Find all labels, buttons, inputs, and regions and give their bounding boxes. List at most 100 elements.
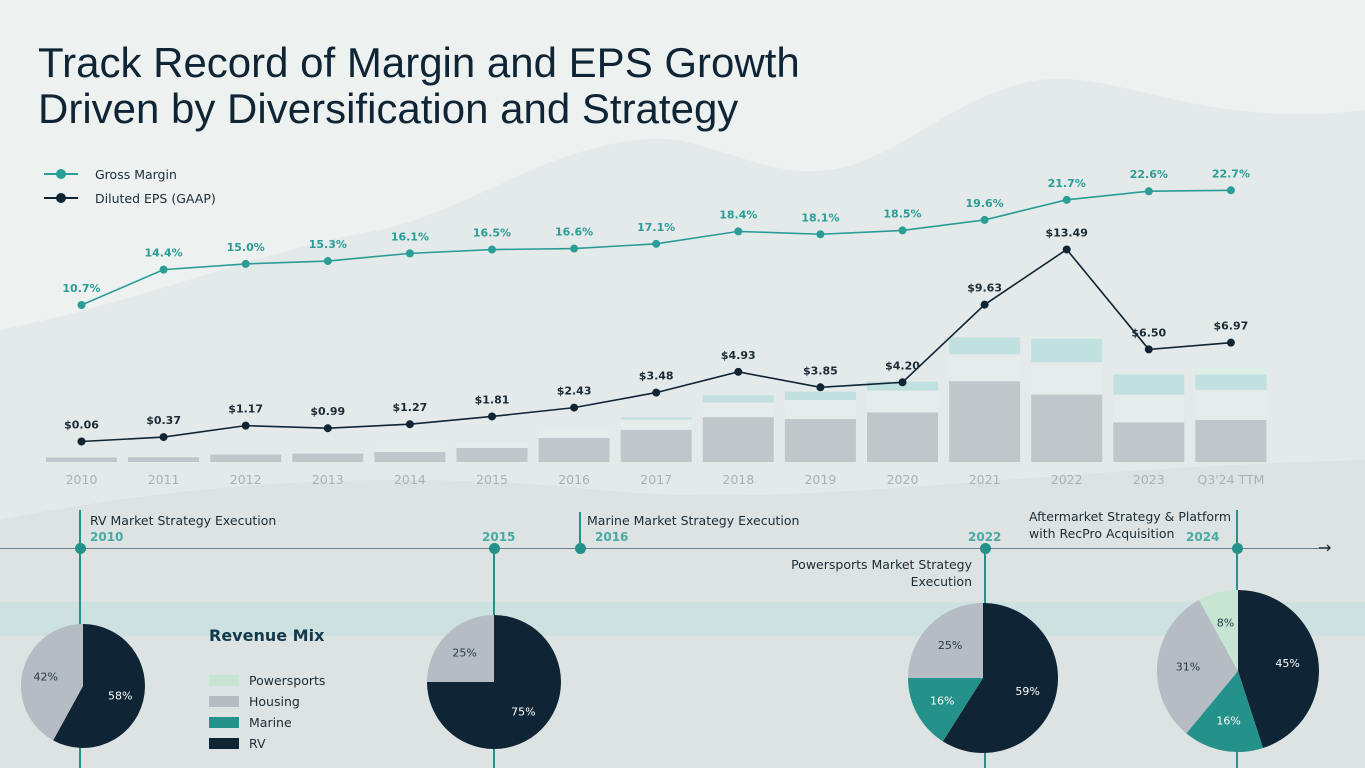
- background-bar-housing: [292, 450, 364, 454]
- timeline-event-label-line: Execution: [910, 574, 972, 589]
- background-bar-housing: [1195, 389, 1267, 420]
- title-line-2: Driven by Diversification and Strategy: [38, 85, 739, 132]
- x-tick-label: 2011: [148, 472, 180, 487]
- timeline-marker: [574, 542, 586, 554]
- pie-slice-label: 25%: [452, 647, 476, 660]
- mix-legend-rv: RV: [209, 733, 325, 754]
- eps-label: $9.63: [967, 282, 1002, 295]
- gross-margin-point: [77, 301, 86, 309]
- mix-legend-housing: Housing: [209, 691, 325, 712]
- chart-legend: Gross Margin Diluted EPS (GAAP): [44, 162, 216, 210]
- marine-swatch: [209, 717, 239, 728]
- x-tick-label: 2012: [230, 472, 262, 487]
- gross-margin-point: [488, 245, 496, 254]
- background-bar-rv: [784, 419, 856, 462]
- x-tick-label: 2010: [66, 472, 98, 487]
- pie-slice-label: 25%: [938, 639, 962, 652]
- background-bar-rv: [374, 451, 446, 462]
- gross-margin-label: 15.0%: [227, 241, 265, 254]
- timeline-event-label-line: Aftermarket Strategy & Platform: [1029, 509, 1232, 524]
- timeline-event-label-line: Powersports Market Strategy: [791, 557, 972, 572]
- gross-margin-label: 21.7%: [1048, 177, 1086, 190]
- gross-margin-label: 17.1%: [637, 221, 675, 234]
- pie-slice-label: 59%: [1015, 685, 1039, 698]
- x-tick-label: 2020: [887, 472, 919, 487]
- pie-slice-rv: [1238, 590, 1319, 749]
- eps-label: $13.49: [1045, 226, 1087, 239]
- pie-slice-label: 42%: [34, 670, 58, 683]
- gross-margin-point: [1144, 187, 1153, 196]
- gross-margin-label: 22.7%: [1212, 167, 1250, 180]
- background-bar-rv: [538, 438, 610, 462]
- x-tick-label: 2018: [722, 472, 754, 487]
- x-tick-label: 2021: [969, 472, 1001, 487]
- gross-margin-point: [159, 265, 168, 274]
- background-bar-powersports: [1195, 367, 1267, 375]
- background-bar-marine: [784, 391, 856, 401]
- background-bar-rv: [210, 454, 282, 462]
- x-tick-label: 2017: [640, 472, 672, 487]
- housing-swatch: [209, 696, 239, 707]
- gross-margin-label: 10.7%: [62, 282, 100, 295]
- mix-legend-powersports: Powersports: [209, 670, 325, 691]
- x-tick-label: 2015: [476, 472, 508, 487]
- eps-point: [734, 367, 743, 376]
- gross-margin-label: 16.5%: [473, 227, 511, 240]
- background-bar-housing: [46, 456, 117, 458]
- revenue-mix-legend: Powersports Housing Marine RV: [209, 670, 325, 754]
- gross-margin-point: [241, 259, 250, 268]
- background-bar-housing: [1031, 362, 1103, 395]
- pie-slice-label: 58%: [108, 690, 132, 703]
- eps-point: [1226, 338, 1235, 347]
- background-bar-housing: [784, 400, 856, 420]
- background-bar-rv: [949, 381, 1021, 462]
- x-tick-label: 2022: [1051, 472, 1083, 487]
- eps-label: $1.81: [475, 393, 510, 406]
- pie-slice-powersports: [1198, 590, 1238, 671]
- eps-swatch: [44, 193, 78, 203]
- eps-point: [898, 378, 907, 387]
- gross-margin-swatch: [44, 169, 78, 179]
- mix-legend-label: RV: [249, 736, 266, 751]
- eps-point: [405, 420, 414, 429]
- gross-margin-point: [816, 230, 825, 239]
- gross-margin-label: 16.6%: [555, 226, 593, 239]
- gross-margin-label: 19.6%: [966, 197, 1004, 210]
- gross-margin-point: [1226, 186, 1235, 195]
- eps-point: [980, 300, 989, 309]
- pie-slice-marine: [1186, 671, 1264, 752]
- gross-margin-label: 18.1%: [801, 211, 839, 224]
- timeline-connector: [579, 512, 581, 548]
- background-bar-housing: [210, 452, 282, 455]
- margin-eps-chart: 2010 2011 2012 2013 2014 2015 2016 2017 2018 2019…: [46, 167, 1267, 487]
- revenue-mix-band: [0, 602, 1365, 636]
- eps-label: $1.27: [393, 401, 428, 414]
- pie-slice-housing: [908, 603, 983, 678]
- eps-point: [570, 403, 579, 412]
- timeline-marker: [1231, 542, 1243, 554]
- gross-margin-point: [1062, 195, 1071, 204]
- background-bar-housing: [620, 419, 692, 430]
- eps-label: $0.99: [310, 405, 345, 418]
- background-bar-housing: [1113, 394, 1185, 423]
- eps-label: $0.06: [64, 419, 99, 432]
- background-bar-housing: [949, 354, 1021, 382]
- background-bar-rv: [867, 412, 938, 462]
- timeline-marker: [488, 542, 500, 554]
- background-bar-powersports: [1113, 372, 1185, 375]
- pie-2024: 45% 16% 31% 8%: [1157, 590, 1319, 752]
- arrow-right-icon: →: [1318, 538, 1332, 557]
- gross-margin-label: 16.1%: [391, 230, 429, 243]
- pie-2010: 58% 42%: [20, 624, 145, 748]
- eps-point: [488, 412, 496, 421]
- timeline-event-label: Marine Market Strategy Execution: [587, 512, 799, 529]
- timeline-year: 2010: [90, 530, 124, 544]
- eps-label: $6.97: [1214, 320, 1249, 333]
- background-bar-marine: [620, 417, 692, 420]
- eps-point: [323, 424, 332, 433]
- eps-point: [816, 383, 825, 392]
- background-bar-rv: [702, 417, 774, 462]
- gross-margin-point: [652, 239, 661, 248]
- eps-point: [1144, 345, 1153, 354]
- mix-legend-label: Marine: [249, 715, 292, 730]
